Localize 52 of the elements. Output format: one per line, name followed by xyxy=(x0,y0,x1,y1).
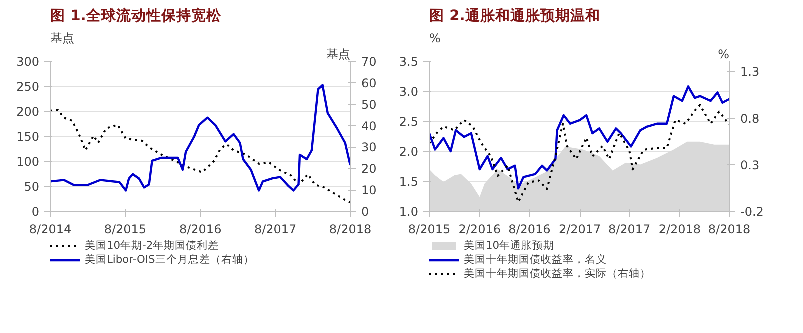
y-tick-label: 2.5 xyxy=(399,115,419,129)
line-series xyxy=(430,104,730,204)
y2-tick-label: 10 xyxy=(362,184,377,198)
line-series xyxy=(430,86,730,190)
y2-axis-title: % xyxy=(718,48,730,62)
y-tick-label: 250 xyxy=(16,80,40,94)
x-tick-label: 8/2016 xyxy=(179,222,222,236)
y-axis-title: % xyxy=(430,32,441,46)
y2-tick-label: -0.2 xyxy=(740,205,764,219)
y-tick-label: 3.0 xyxy=(399,85,419,99)
y-tick-label: 300 xyxy=(16,55,40,69)
x-tick-label: 8/2017 xyxy=(608,222,651,236)
legend-label: 美国Libor-OIS三个月息差（右轴） xyxy=(85,253,254,267)
x-tick-label: 8/2014 xyxy=(29,222,72,236)
line-series xyxy=(50,109,350,204)
y-tick-label: 150 xyxy=(16,130,40,144)
y2-tick-label: 50 xyxy=(362,98,377,112)
y2-tick-label: 0 xyxy=(362,205,370,219)
y-axis-title: 基点 xyxy=(50,32,74,46)
y2-tick-label: 30 xyxy=(362,140,377,155)
x-tick-label: 2/2017 xyxy=(558,222,602,236)
x-tick-label: 2/2018 xyxy=(658,222,702,236)
y-tick-label: 1.5 xyxy=(399,175,419,189)
y2-axis-title: 基点 xyxy=(326,48,350,62)
y2-tick-label: 70 xyxy=(362,55,377,69)
y-tick-label: 100 xyxy=(16,155,40,169)
x-tick-label: 8/2018 xyxy=(708,222,751,236)
x-tick-label: 2/2016 xyxy=(458,222,501,236)
y-tick-label: 50 xyxy=(24,180,40,194)
x-tick-label: 8/2016 xyxy=(508,222,551,236)
y-tick-label: 3.5 xyxy=(399,55,419,69)
y-tick-label: 1.0 xyxy=(399,205,419,219)
y2-tick-label: 20 xyxy=(362,162,377,176)
x-tick-label: 8/2015 xyxy=(104,222,147,236)
chart-title: 图 2.通胀和通胀预期温和 xyxy=(430,8,600,24)
x-tick-label: 8/2018 xyxy=(329,222,372,236)
y2-tick-label: 40 xyxy=(362,119,377,134)
chart-title: 图 1.全球流动性保持宽松 xyxy=(50,6,222,24)
legend-label: 美国十年期国债收益率，名义 xyxy=(464,253,607,267)
y2-tick-label: 1.3 xyxy=(740,65,760,80)
y2-tick-label: 0.8 xyxy=(740,112,760,126)
y-tick-label: 200 xyxy=(16,105,40,119)
legend-label: 美国10年通胀预期 xyxy=(464,239,555,253)
y2-tick-label: 0.3 xyxy=(740,158,760,172)
line-series xyxy=(50,84,350,192)
legend-label: 美国十年期国债收益率，实际（右轴） xyxy=(464,267,651,281)
y-tick-label: 0 xyxy=(32,205,40,219)
x-tick-label: 8/2017 xyxy=(254,222,297,236)
legend-label: 美国10年期-2年期国债利差 xyxy=(85,239,220,253)
y2-tick-label: 60 xyxy=(362,76,377,90)
y-tick-label: 2.0 xyxy=(399,145,419,159)
x-tick-label: 8/2015 xyxy=(408,222,451,236)
